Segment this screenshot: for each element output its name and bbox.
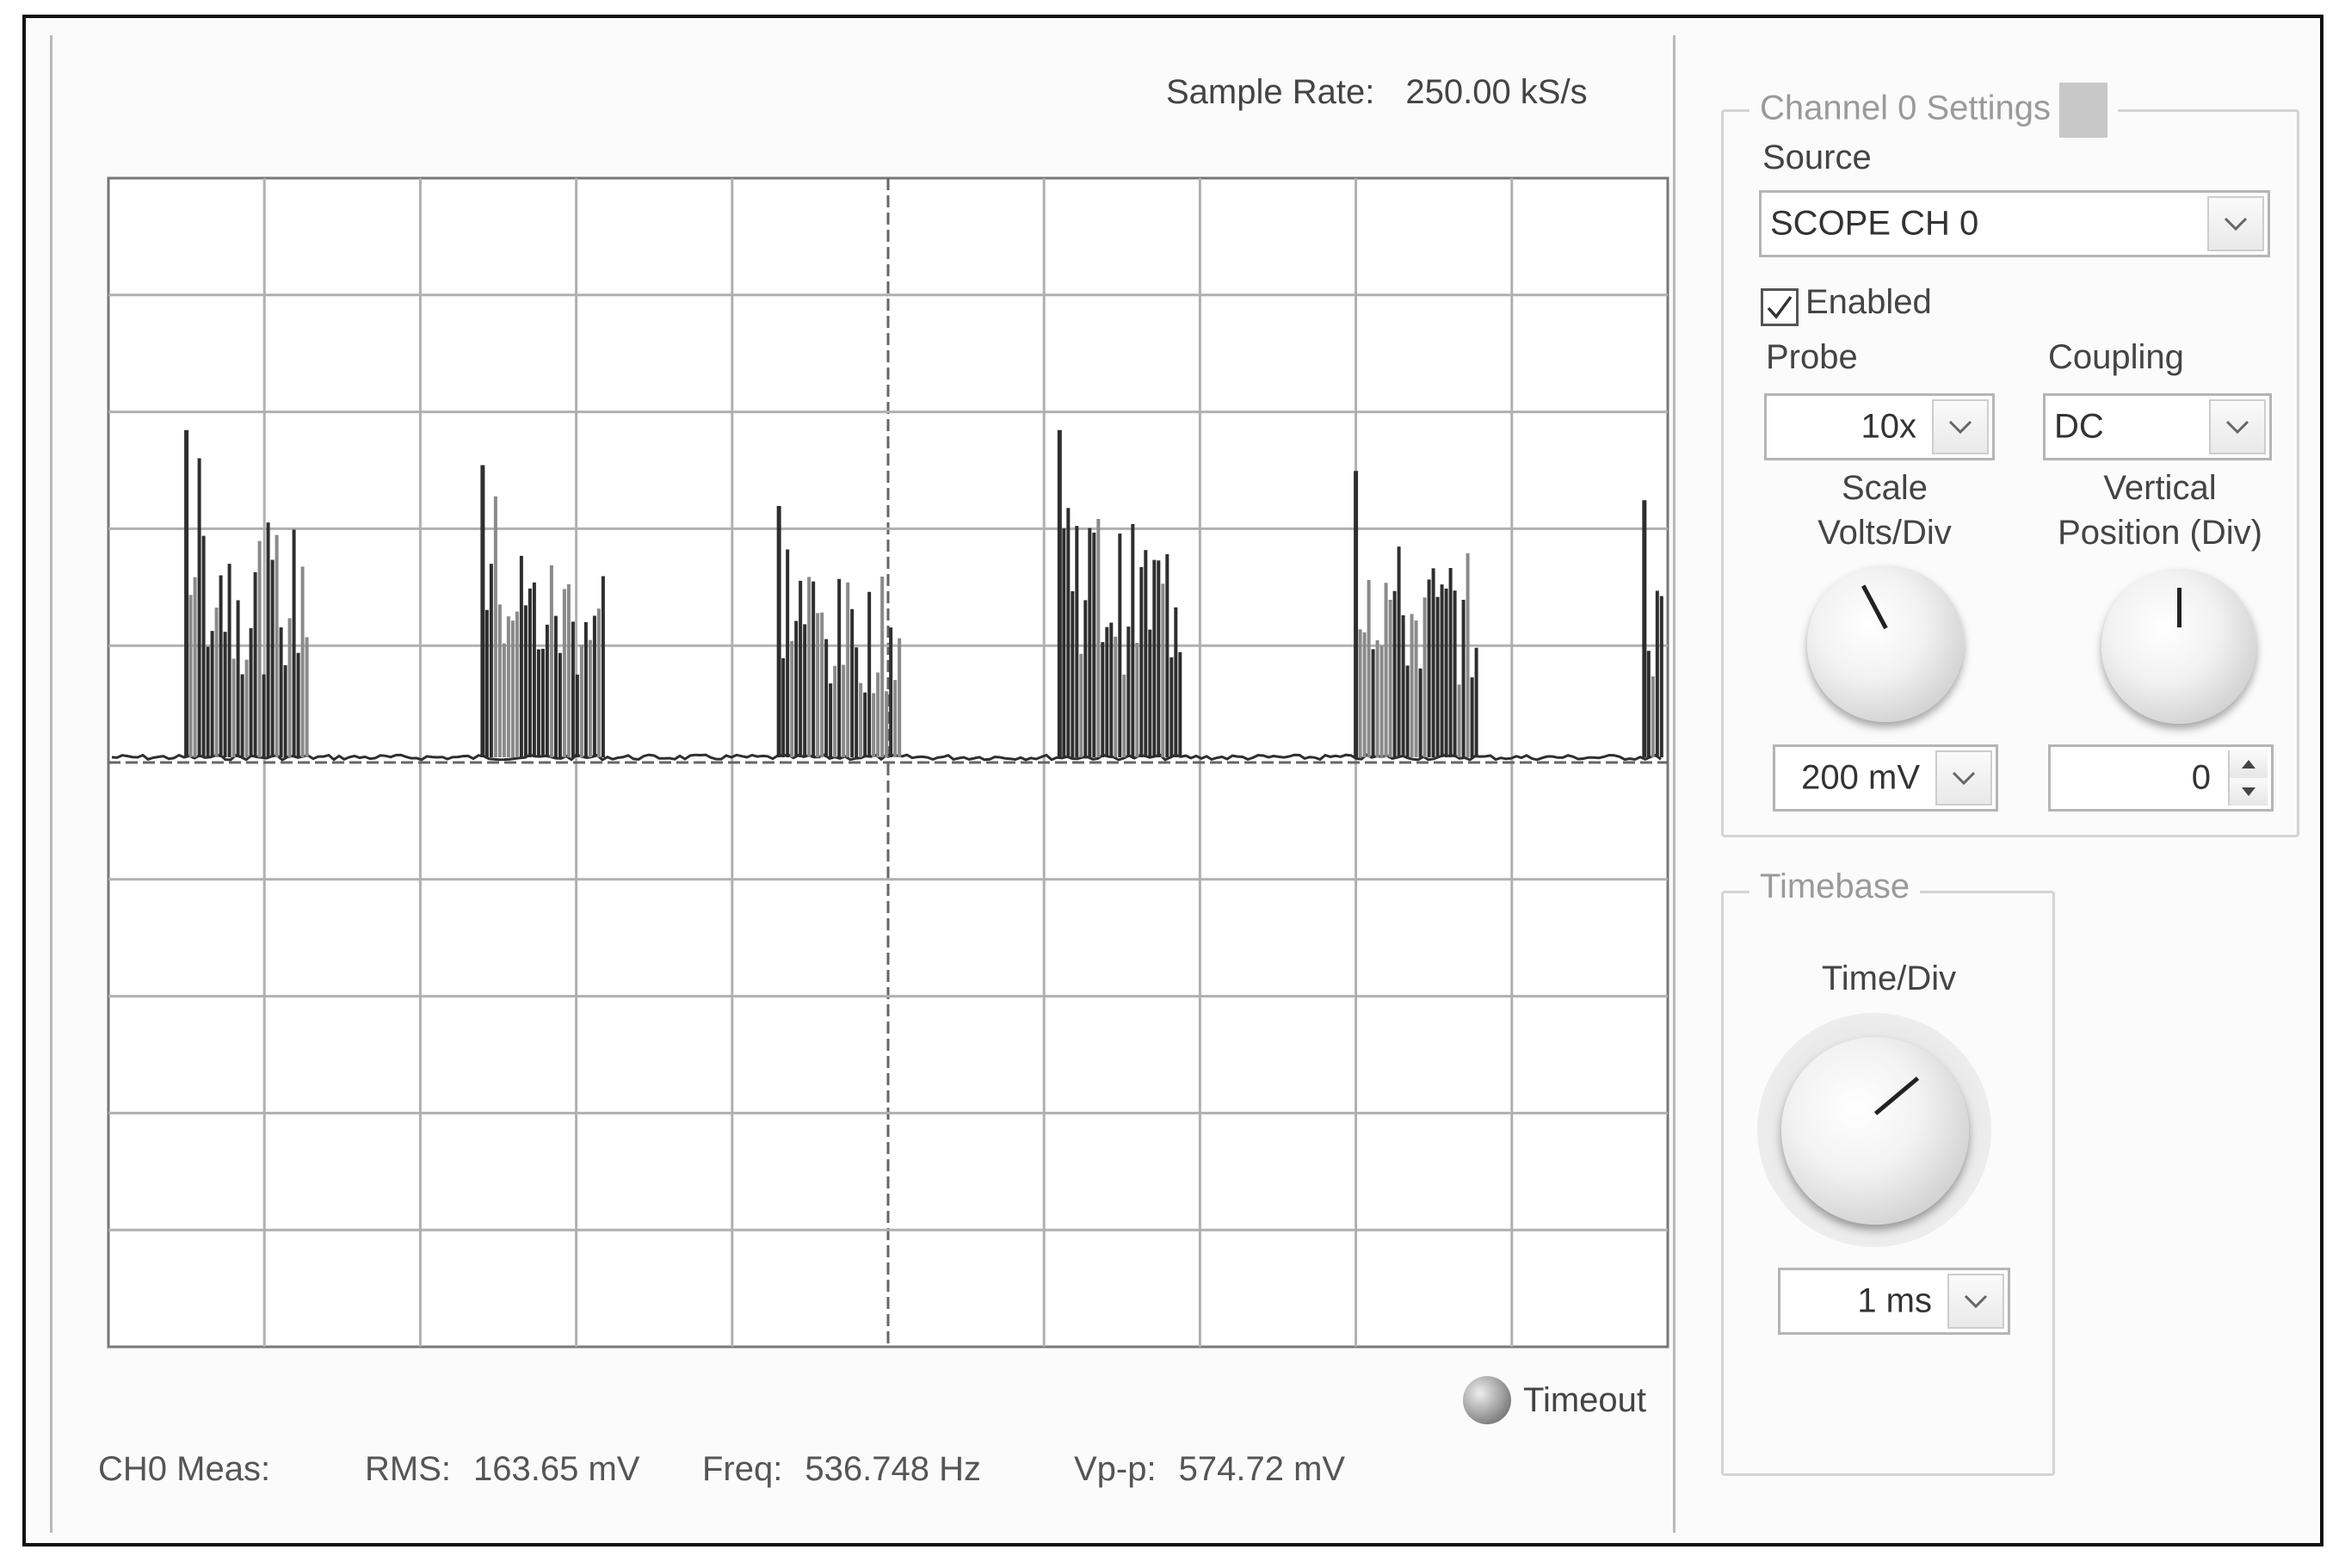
panel-divider (1673, 35, 1675, 1533)
signal-burst (184, 429, 309, 757)
scale-label-line1: Scale (1841, 469, 1928, 507)
signal-burst (480, 465, 605, 757)
probe-dropdown[interactable]: 10x (1764, 393, 1995, 460)
channel-settings-group: Channel 0 Settings (1721, 83, 2299, 837)
vertical-knob-pointer (2177, 588, 2181, 627)
time-div-dropdown[interactable]: 1 ms (1778, 1268, 2010, 1335)
coupling-dropdown[interactable]: DC (2043, 393, 2272, 460)
scale-value: 200 mV (1801, 758, 1920, 797)
enabled-label: Enabled (1805, 283, 1932, 321)
freq-value: 536.748 Hz (805, 1450, 981, 1488)
source-value: SCOPE CH 0 (1770, 204, 1979, 243)
source-dropdown[interactable]: SCOPE CH 0 (1759, 190, 2270, 257)
signal-burst (1354, 471, 1478, 757)
scale-knob[interactable] (1807, 565, 1964, 722)
channel-color-swatch[interactable] (2059, 83, 2108, 138)
rms-label: RMS: (365, 1450, 451, 1488)
vertical-position-value: 0 (2191, 758, 2211, 797)
oscilloscope-display (107, 176, 1669, 1349)
rms-value: 163.65 mV (473, 1450, 640, 1488)
measurements-title: CH0 Meas: (98, 1450, 271, 1488)
channel-settings-legend: Channel 0 Settings (1749, 83, 2119, 138)
vpp-measurement: Vp-p: 574.72 mV (1074, 1450, 1345, 1489)
timebase-group: Timebase (1721, 867, 2055, 1476)
coupling-value: DC (2054, 407, 2104, 446)
vertical-label-line2: Position (Div) (2058, 514, 2262, 552)
sample-rate-value: 250.00 kS/s (1405, 73, 1588, 111)
time-div-knob[interactable] (1781, 1037, 1969, 1225)
signal-burst (776, 506, 902, 757)
time-div-value: 1 ms (1857, 1281, 1932, 1320)
time-div-knob-pointer (1873, 1076, 1920, 1115)
vertical-position-knob[interactable] (2101, 569, 2256, 724)
chevron-down-icon[interactable] (2209, 399, 2266, 454)
scale-label: Scale Volts/Div (1756, 466, 2014, 555)
scope-window: Sample Rate: 250.00 kS/s Timeout CH0 Meas… (22, 15, 2323, 1546)
chevron-down-icon[interactable] (1935, 750, 1992, 806)
chevron-down-icon[interactable] (1947, 1274, 2004, 1329)
probe-label: Probe (1766, 338, 1858, 376)
chevron-down-icon[interactable] (1932, 399, 1989, 454)
arrow-up-icon[interactable] (2230, 750, 2268, 778)
timeout-led-icon (1463, 1376, 1511, 1424)
checkmark-icon (1767, 295, 1793, 319)
freq-label: Freq: (702, 1450, 783, 1488)
timeout-label: Timeout (1523, 1380, 1647, 1419)
channel-settings-title: Channel 0 Settings (1760, 89, 2052, 127)
vertical-label-line1: Vertical (2103, 469, 2217, 507)
probe-value: 10x (1861, 407, 1917, 446)
vertical-position-label: Vertical Position (Div) (2022, 466, 2298, 555)
enabled-checkbox[interactable] (1761, 288, 1799, 326)
left-edge-divider (50, 35, 52, 1533)
signal-burst (1642, 500, 1663, 757)
timebase-title: Timebase (1749, 867, 1921, 906)
arrow-down-icon[interactable] (2230, 778, 2268, 806)
vertical-position-spinner[interactable]: 0 (2048, 744, 2274, 812)
source-label: Source (1762, 139, 1872, 176)
timeout-indicator: Timeout (1463, 1374, 1646, 1426)
vpp-value: 574.72 mV (1178, 1450, 1346, 1488)
sample-rate-label: Sample Rate: (1166, 73, 1375, 111)
coupling-label: Coupling (2048, 338, 2184, 376)
time-div-label: Time/Div (1821, 960, 1957, 997)
chevron-down-icon[interactable] (2207, 196, 2264, 251)
scale-label-line2: Volts/Div (1817, 514, 1952, 552)
vpp-label: Vp-p: (1074, 1450, 1157, 1488)
scale-knob-pointer (1861, 584, 1888, 630)
scale-dropdown[interactable]: 200 mV (1773, 744, 1998, 812)
sample-rate-readout: Sample Rate: 250.00 kS/s (1166, 73, 1588, 112)
signal-burst (1057, 429, 1182, 757)
rms-measurement: RMS: 163.65 mV (365, 1450, 639, 1489)
freq-measurement: Freq: 536.748 Hz (702, 1450, 981, 1489)
